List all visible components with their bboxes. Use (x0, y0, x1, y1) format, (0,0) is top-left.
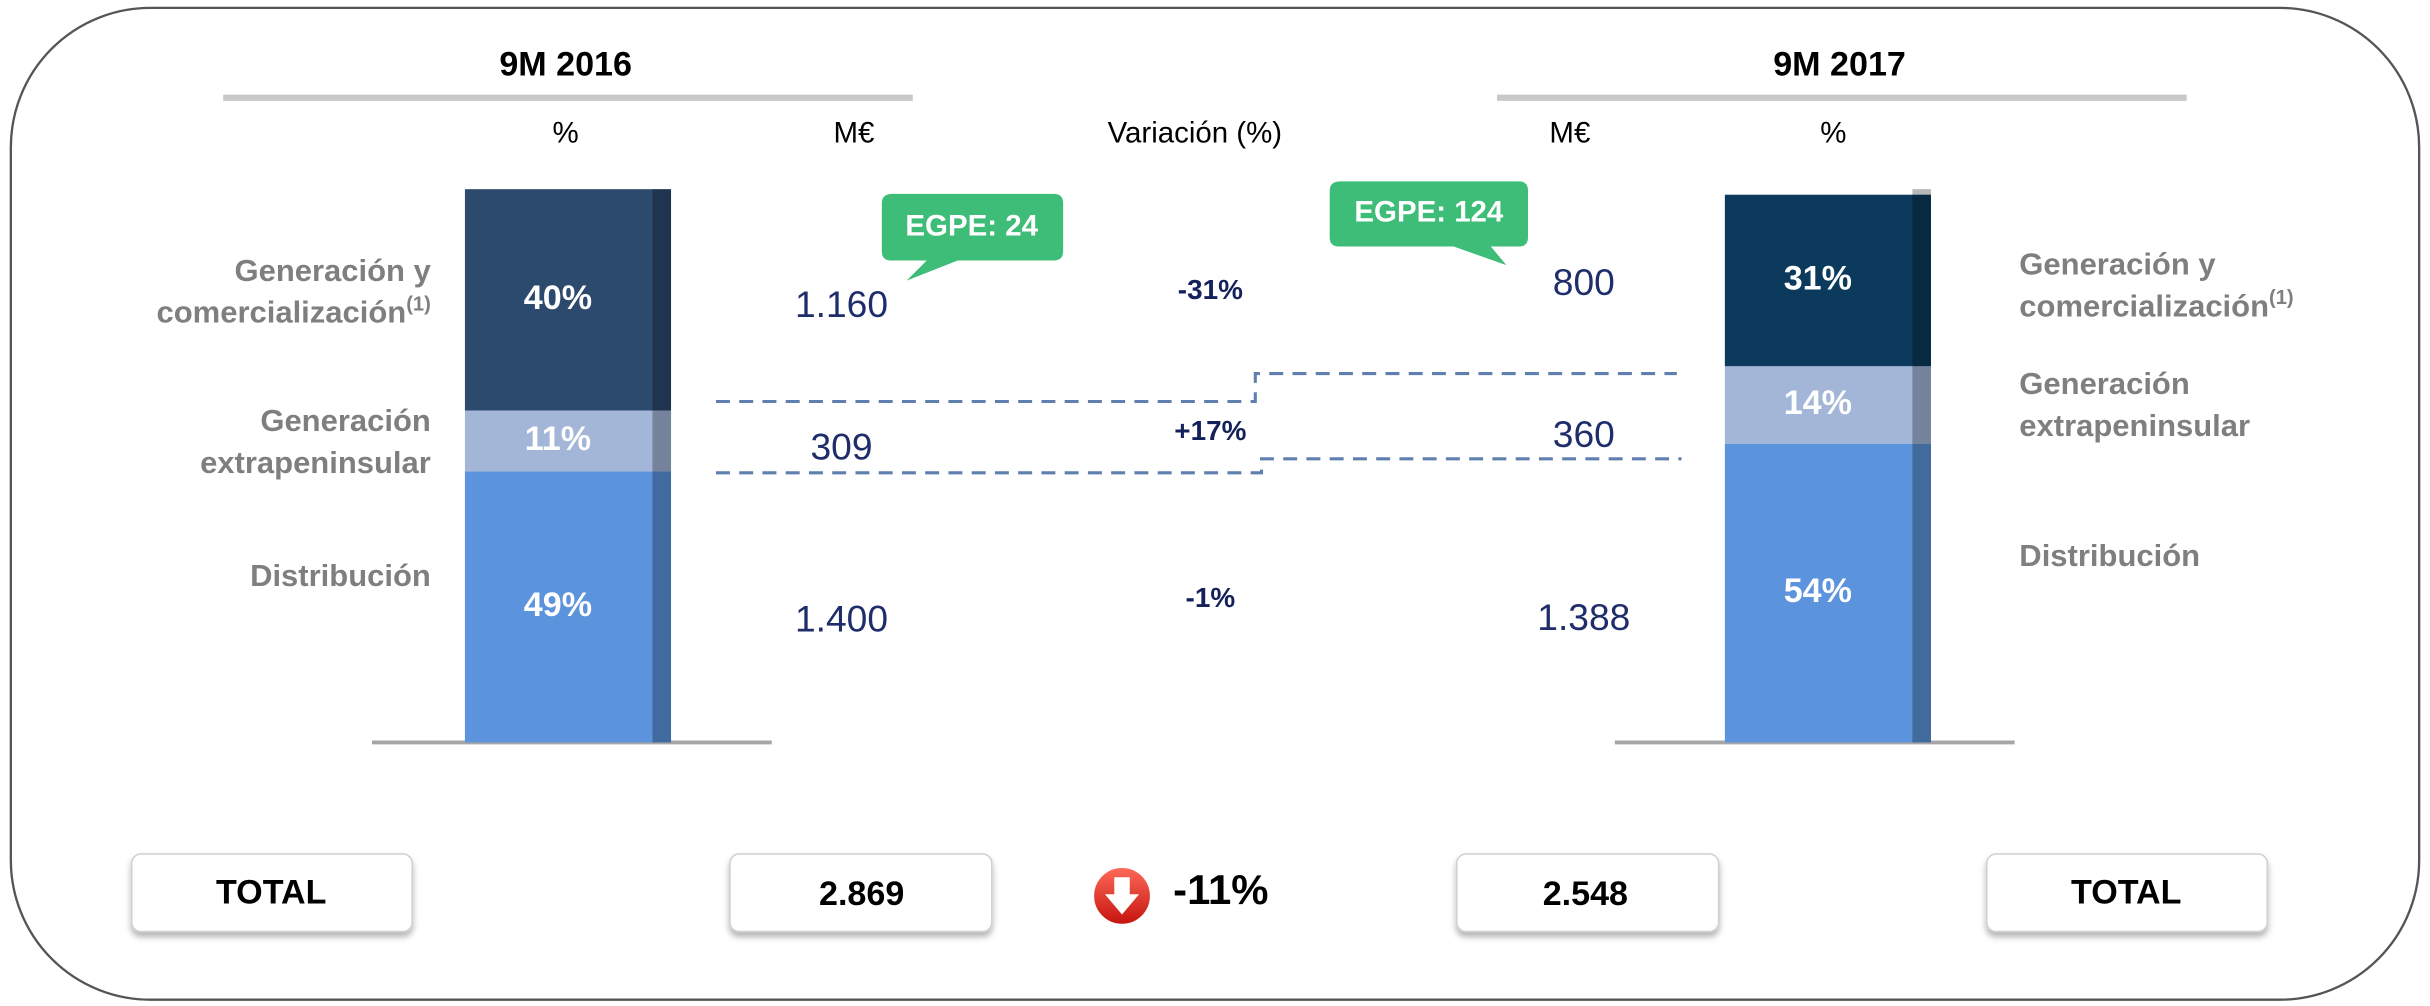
series-label: Generación extrapeninsular (200, 403, 431, 480)
bar-segment (464, 471, 672, 743)
total-box (1985, 853, 2269, 933)
callout: EGPE: 24 (881, 193, 1064, 281)
change-value: -1% (1186, 582, 1236, 613)
connector-lines (715, 372, 1682, 475)
series-label: Generación extrapeninsular (2019, 366, 2250, 443)
segment-label: 31% (1784, 259, 1852, 297)
amount-value: 1.388 (1537, 596, 1630, 638)
footnote-marker: (1) (406, 294, 431, 316)
total-box (1455, 853, 1720, 933)
amount-value: 1.400 (795, 597, 888, 639)
total-boxes (130, 853, 2269, 933)
segment-label: 49% (524, 586, 592, 624)
bar-segment (464, 189, 672, 411)
series-label: Distribución (2019, 538, 2200, 573)
series-label: Distribución (250, 558, 431, 593)
total-box (729, 853, 993, 933)
bar-segment (1724, 366, 1931, 444)
total-value: 2.869 (819, 875, 904, 913)
total-label: TOTAL (2071, 873, 2181, 911)
amount-value: 800 (1553, 261, 1615, 303)
amount-value: 360 (1553, 413, 1615, 455)
column-header: M€ (1549, 117, 1590, 150)
segment-label: 40% (524, 279, 592, 317)
bar-segment (1724, 443, 1931, 743)
column-header: % (553, 117, 579, 150)
amount-value: 309 (810, 425, 872, 467)
total-box (130, 853, 414, 933)
frame (9, 6, 2421, 1001)
callout: EGPE: 124 (1329, 181, 1529, 266)
change-value: -31% (1178, 274, 1243, 305)
series-label: Generación y comercialización(1) (157, 253, 432, 330)
total-label: TOTAL (216, 873, 326, 911)
column-header: % (1820, 117, 1846, 150)
footnote-marker: (1) (2269, 288, 2294, 310)
down-arrow-icon (1091, 864, 1154, 927)
period-title: 9M 2017 (1773, 46, 1906, 84)
bar-segment (1724, 194, 1931, 367)
callout-text: EGPE: 24 (905, 210, 1038, 243)
segment-label: 11% (525, 420, 591, 458)
total-value: 2.548 (1543, 875, 1628, 913)
total-change: -11% (1173, 866, 1268, 913)
callout-text: EGPE: 124 (1354, 196, 1504, 229)
column-header: M€ (833, 117, 874, 150)
bar-shade (652, 189, 672, 743)
amount-value: 1.160 (795, 283, 888, 325)
change-value: +17% (1174, 415, 1246, 446)
bar-segment (464, 410, 672, 472)
segment-label: 54% (1784, 572, 1852, 610)
series-label: Generación y comercialización(1) (2019, 247, 2293, 324)
column-header: Variación (%) (1108, 117, 1283, 150)
segment-label: 14% (1784, 384, 1852, 422)
period-title: 9M 2016 (499, 46, 632, 84)
bar-shade (1912, 189, 1931, 743)
